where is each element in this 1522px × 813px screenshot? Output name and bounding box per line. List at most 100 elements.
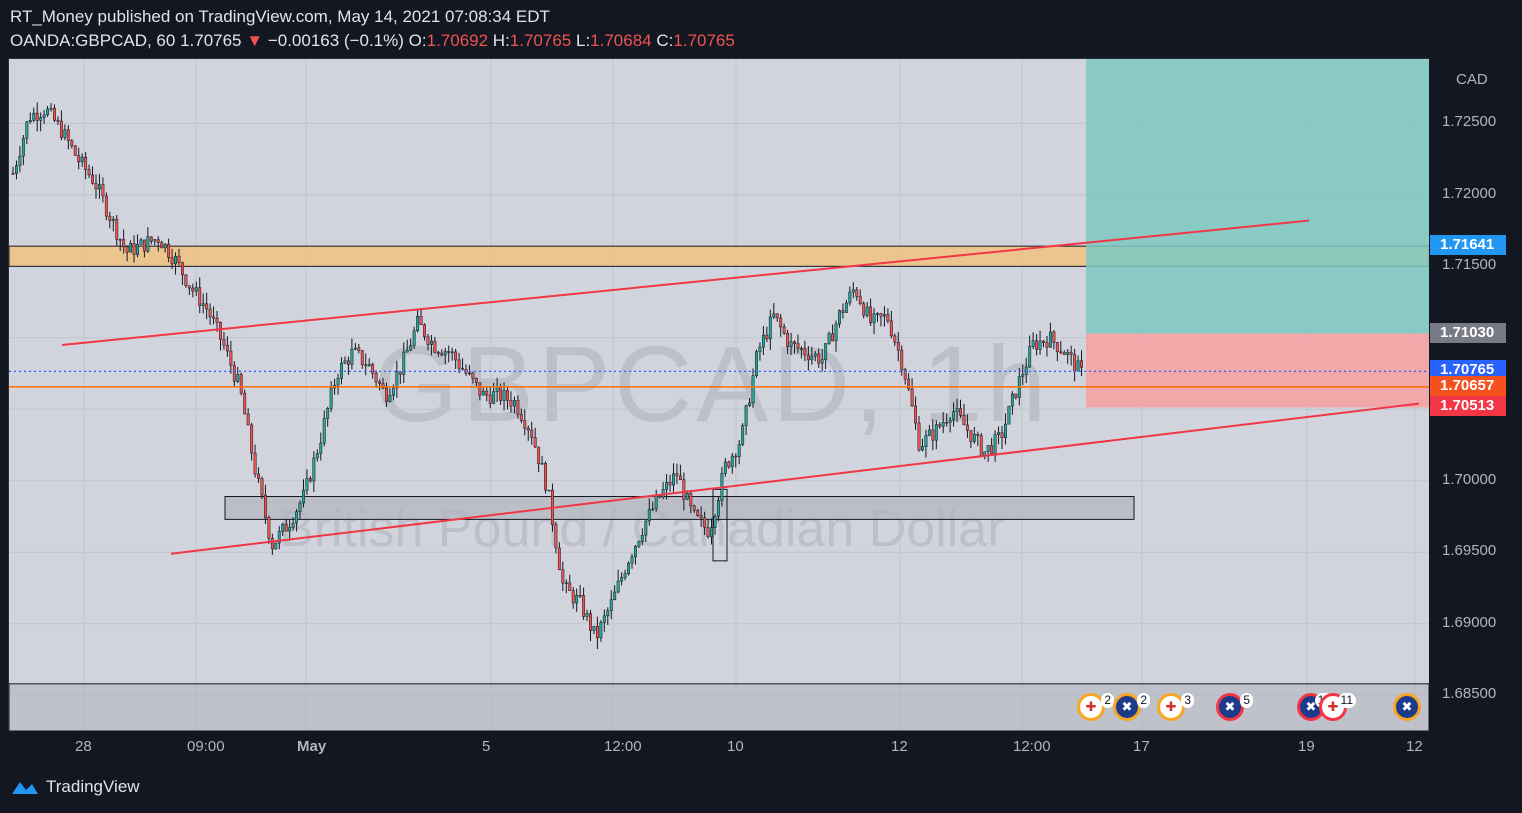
candle-body xyxy=(889,320,893,337)
time-tick-label: 12:00 xyxy=(1013,738,1051,755)
open-label: O: xyxy=(408,31,427,50)
candle-body xyxy=(187,285,191,289)
time-tick-label: 17 xyxy=(1133,738,1150,755)
candle-body xyxy=(350,348,354,365)
uk-flag-icon[interactable]: ✖ 2 xyxy=(1113,693,1150,721)
candle-body xyxy=(454,351,458,361)
candle-body xyxy=(910,388,914,407)
candle-body xyxy=(678,475,682,480)
candle-body xyxy=(305,478,309,491)
time-tick-label: 5 xyxy=(482,738,491,755)
candle-body xyxy=(1076,360,1080,372)
candle-body xyxy=(450,351,454,354)
candle-body xyxy=(277,531,281,544)
candle-body xyxy=(15,165,18,174)
candle-body xyxy=(834,323,838,342)
candle-body xyxy=(862,303,866,316)
candle-body xyxy=(945,421,949,424)
candle-body xyxy=(530,429,534,438)
candle-body xyxy=(931,429,935,441)
candle-body xyxy=(644,520,648,536)
candle-body xyxy=(1062,352,1066,355)
candle-body xyxy=(381,383,385,389)
candle-body xyxy=(239,374,243,394)
candle-body xyxy=(291,522,295,528)
candle-body xyxy=(232,365,236,382)
candle-body xyxy=(66,129,70,141)
candle-body xyxy=(125,246,129,253)
uk-flag-icon[interactable]: ✖ 5 xyxy=(1216,693,1253,721)
candle-body xyxy=(163,243,167,249)
candle-body xyxy=(94,182,98,190)
candle-body xyxy=(184,274,188,287)
candle-body xyxy=(73,145,77,156)
candle-body xyxy=(70,140,74,147)
candle-body xyxy=(478,382,482,396)
candle-body xyxy=(976,433,980,436)
canada-flag-icon[interactable]: ✚ 11 xyxy=(1319,693,1356,721)
candle-body xyxy=(582,595,586,617)
candle-body xyxy=(174,255,177,265)
candle-body xyxy=(786,332,790,347)
candle-body xyxy=(149,236,153,242)
candle-body xyxy=(613,591,617,601)
candle-body xyxy=(284,523,288,532)
candle-body xyxy=(364,364,368,367)
candle-body xyxy=(768,316,772,340)
candle-body xyxy=(499,386,503,401)
candle-body xyxy=(319,442,323,454)
candle-body xyxy=(1048,331,1052,348)
brand-footer[interactable]: TradingView xyxy=(10,777,140,797)
candle-body xyxy=(443,351,447,356)
candle-body xyxy=(755,351,758,376)
candle-body xyxy=(699,515,703,519)
candle-body xyxy=(620,577,624,582)
uk-flag-icon[interactable]: ✖ xyxy=(1393,693,1421,721)
candle-body xyxy=(979,435,983,456)
candle-body xyxy=(167,243,171,258)
candle-body xyxy=(668,481,672,486)
candle-body xyxy=(741,425,745,445)
candle-body xyxy=(647,508,651,522)
candle-body xyxy=(917,422,921,451)
candle-body xyxy=(212,316,216,319)
candle-body xyxy=(623,573,627,578)
candle-body xyxy=(461,367,464,370)
candle-body xyxy=(177,255,181,263)
candle-body xyxy=(651,508,655,511)
candle-body xyxy=(139,239,143,245)
canada-flag-icon[interactable]: ✚ 3 xyxy=(1157,693,1194,721)
candle-body xyxy=(723,461,727,474)
candle-body xyxy=(39,117,43,121)
price-chart[interactable] xyxy=(9,59,1429,731)
time-tick-label: 09:00 xyxy=(187,738,225,755)
candle-body xyxy=(1010,393,1014,407)
candle-body xyxy=(87,169,91,176)
candle-body xyxy=(993,434,997,454)
candle-body xyxy=(18,155,22,166)
candle-body xyxy=(312,457,316,482)
price-change: −0.00163 (−0.1%) xyxy=(267,31,404,50)
watermark-symbol: GBPCAD, 1h xyxy=(374,323,1051,444)
candle-body xyxy=(246,413,250,426)
marker-box xyxy=(712,488,728,562)
candle-body xyxy=(77,155,81,163)
candle-body xyxy=(571,590,575,604)
chart-pane[interactable]: GBPCAD, 1h British Pound / Canadian Doll… xyxy=(8,58,1430,732)
candle-body xyxy=(360,350,364,365)
candle-body xyxy=(402,351,406,375)
candle-body xyxy=(502,390,506,401)
candle-body xyxy=(302,489,305,504)
time-axis[interactable]: 28 09:00 May 5 12:00 10 12 12:00 17 19 12 xyxy=(8,731,1428,763)
candle-body xyxy=(737,444,741,457)
candle-body xyxy=(412,330,416,346)
symbol-label[interactable]: OANDA:GBPCAD, 60 xyxy=(10,31,176,50)
canada-flag-icon[interactable]: ✚ 2 xyxy=(1077,693,1114,721)
candle-body xyxy=(761,334,765,348)
open-value: 1.70692 xyxy=(426,31,489,50)
candle-body xyxy=(222,339,226,346)
candle-body xyxy=(779,317,783,328)
candle-body xyxy=(1000,432,1004,439)
candle-body xyxy=(506,390,509,401)
candle-body xyxy=(972,433,976,442)
